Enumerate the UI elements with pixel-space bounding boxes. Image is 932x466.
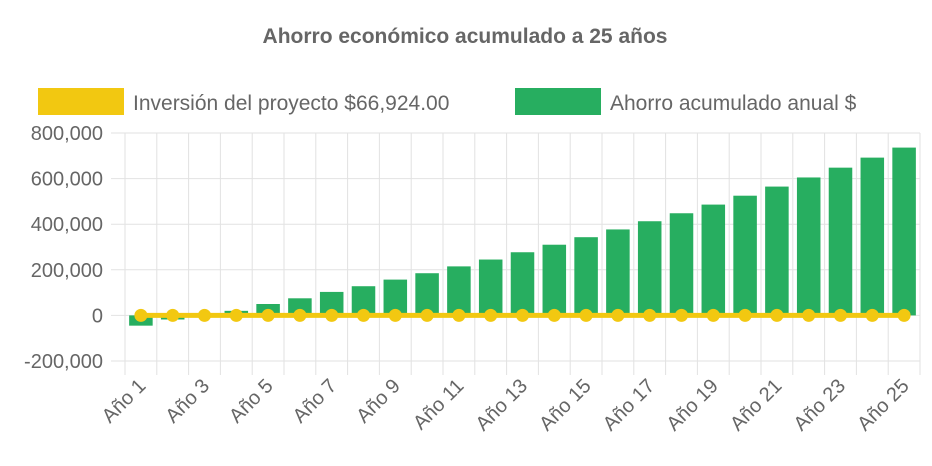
chart-title: Ahorro económico acumulado a 25 años	[263, 25, 668, 48]
x-tick-label: Año 13	[472, 375, 532, 435]
investment-point[interactable]	[547, 308, 561, 322]
legend-label-savings: Ahorro acumulado anual $	[610, 92, 857, 115]
x-tick-label: Año 17	[599, 375, 659, 435]
investment-point[interactable]	[325, 308, 339, 322]
savings-bar[interactable]	[415, 273, 439, 316]
y-tick-label: 400,000	[31, 214, 103, 236]
savings-bar[interactable]	[892, 147, 916, 316]
investment-point[interactable]	[229, 308, 243, 322]
savings-bar[interactable]	[288, 298, 312, 316]
savings-bar[interactable]	[542, 244, 567, 316]
investment-point[interactable]	[611, 308, 625, 322]
grid	[111, 132, 921, 375]
x-tick-label: Año 19	[662, 375, 722, 435]
savings-bar[interactable]	[733, 195, 757, 316]
x-tick-label: Año 11	[409, 375, 468, 434]
investment-point[interactable]	[834, 308, 847, 322]
investment-point[interactable]	[166, 308, 180, 322]
savings-bar[interactable]	[765, 186, 789, 316]
x-tick-label: Año 15	[535, 375, 595, 435]
x-tick-label: Año 3	[162, 375, 215, 428]
y-tick-label: -200,000	[24, 351, 103, 373]
investment-point[interactable]	[484, 308, 498, 322]
savings-bar[interactable]	[478, 259, 503, 316]
savings-bar[interactable]	[574, 237, 598, 316]
savings-bar[interactable]	[669, 213, 694, 316]
savings-bar[interactable]	[351, 286, 376, 316]
investment-line	[134, 308, 911, 322]
x-tick-label: Año 1	[98, 375, 151, 428]
savings-bar[interactable]	[796, 177, 821, 316]
x-tick-label: Año 5	[225, 375, 278, 428]
investment-point[interactable]	[134, 308, 148, 322]
investment-point[interactable]	[261, 308, 275, 322]
investment-point[interactable]	[770, 308, 784, 322]
legend-label-investment: Inversión del proyecto $66,924.00	[133, 92, 449, 115]
legend-swatch-investment[interactable]	[38, 88, 124, 115]
investment-point[interactable]	[897, 308, 911, 322]
investment-point[interactable]	[579, 308, 593, 322]
savings-bar[interactable]	[828, 167, 853, 316]
investment-point[interactable]	[738, 308, 752, 322]
y-tick-label: 200,000	[31, 260, 103, 282]
savings-bar[interactable]	[510, 252, 535, 316]
investment-point[interactable]	[357, 308, 370, 322]
investment-point[interactable]	[643, 308, 657, 322]
investment-point[interactable]	[865, 308, 879, 322]
investment-point[interactable]	[802, 308, 816, 322]
legend-swatch-savings[interactable]	[515, 88, 601, 115]
savings-bar[interactable]	[701, 204, 726, 316]
y-tick-label: 600,000	[31, 169, 103, 191]
savings-bar[interactable]	[606, 229, 630, 316]
investment-point[interactable]	[516, 308, 529, 322]
y-tick-label: 800,000	[31, 123, 103, 145]
x-tick-label: Año 23	[790, 375, 850, 435]
legend: Inversión del proyecto $66,924.00 Ahorro…	[38, 88, 857, 115]
investment-point[interactable]	[388, 308, 402, 322]
x-tick-label: Año 25	[853, 375, 913, 435]
investment-point[interactable]	[420, 308, 434, 322]
investment-point[interactable]	[198, 308, 211, 322]
savings-bar[interactable]	[860, 157, 885, 316]
investment-point[interactable]	[706, 308, 720, 322]
x-axis: Año 1 Año 3 Año 5 Año 7 Año 9 Año 11 Año 13 Año…	[98, 375, 914, 435]
savings-bar[interactable]	[319, 291, 344, 316]
x-tick-label: Año 9	[352, 375, 405, 428]
y-axis: 800,000 600,000 400,000 200,000 0 -200,000	[24, 123, 103, 373]
savings-bar[interactable]	[383, 279, 408, 316]
y-tick-label: 0	[92, 305, 103, 327]
savings-bar[interactable]	[447, 266, 471, 316]
savings-bar[interactable]	[637, 221, 662, 316]
x-tick-label: Año 21	[726, 375, 786, 435]
investment-point[interactable]	[293, 308, 307, 322]
savings-bars	[129, 147, 916, 326]
x-tick-label: Año 7	[289, 375, 342, 428]
investment-point[interactable]	[675, 308, 688, 322]
investment-point[interactable]	[452, 308, 466, 322]
